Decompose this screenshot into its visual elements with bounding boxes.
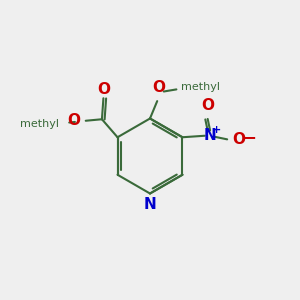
Text: methyl: methyl <box>182 82 220 92</box>
Text: O: O <box>67 113 80 128</box>
Text: +: + <box>212 125 221 135</box>
Text: N: N <box>204 128 217 143</box>
Text: O: O <box>97 82 110 97</box>
Text: N: N <box>144 197 156 212</box>
Text: O: O <box>201 98 214 113</box>
Text: methyl: methyl <box>20 119 59 129</box>
Text: −: − <box>242 128 256 146</box>
Text: O: O <box>232 132 246 147</box>
Text: O: O <box>152 80 165 95</box>
